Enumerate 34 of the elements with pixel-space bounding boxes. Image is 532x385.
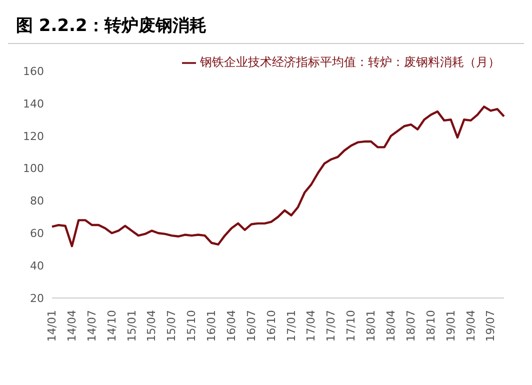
y-tick-label: 120: [23, 130, 44, 143]
x-tick-label: 14/01: [46, 310, 58, 342]
x-tick-label: 18/01: [364, 310, 378, 342]
x-tick-label: 14/07: [85, 310, 98, 342]
y-tick-label: 80: [30, 194, 44, 208]
x-tick-label: 17/10: [344, 310, 358, 342]
y-tick-label: 20: [30, 292, 44, 305]
x-tick-label: 17/07: [324, 310, 338, 342]
y-tick-label: 140: [23, 97, 44, 110]
x-tick-label: 15/07: [165, 310, 178, 342]
y-tick-label: 160: [23, 64, 44, 78]
line-series: [50, 106, 506, 248]
x-tick-label: 19/07: [484, 310, 498, 342]
x-tick-label: 19/01: [444, 310, 458, 342]
x-tick-label: 18/10: [424, 310, 438, 342]
x-tick-label: 16/10: [264, 310, 278, 342]
x-tick-label: 15/10: [185, 310, 198, 342]
y-tick-label: 60: [30, 227, 44, 240]
x-tick-label: 15/04: [145, 310, 158, 342]
x-tick-label: 19/04: [464, 310, 478, 342]
x-tick-label: 16/04: [224, 310, 238, 342]
x-tick-label: 16/01: [205, 310, 218, 342]
x-tick-label: 18/07: [404, 310, 418, 342]
y-tick-label: 40: [30, 259, 44, 272]
y-tick-label: 100: [23, 162, 44, 176]
x-tick-label: 18/04: [384, 310, 398, 342]
x-tick-label: 14/04: [65, 310, 78, 342]
x-tick-label: 17/01: [284, 310, 298, 342]
x-tick-label: 15/01: [125, 310, 138, 342]
legend-label: 钢铁企业技术经济指标平均值：转炉：废钢料消耗（月）: [200, 55, 500, 69]
x-tick-label: 16/07: [244, 310, 258, 342]
chart-title: 图 2.2.2：转炉废钢消耗: [8, 8, 524, 44]
x-tick-label: 17/04: [304, 310, 318, 342]
x-tick-label: 14/10: [105, 310, 118, 342]
